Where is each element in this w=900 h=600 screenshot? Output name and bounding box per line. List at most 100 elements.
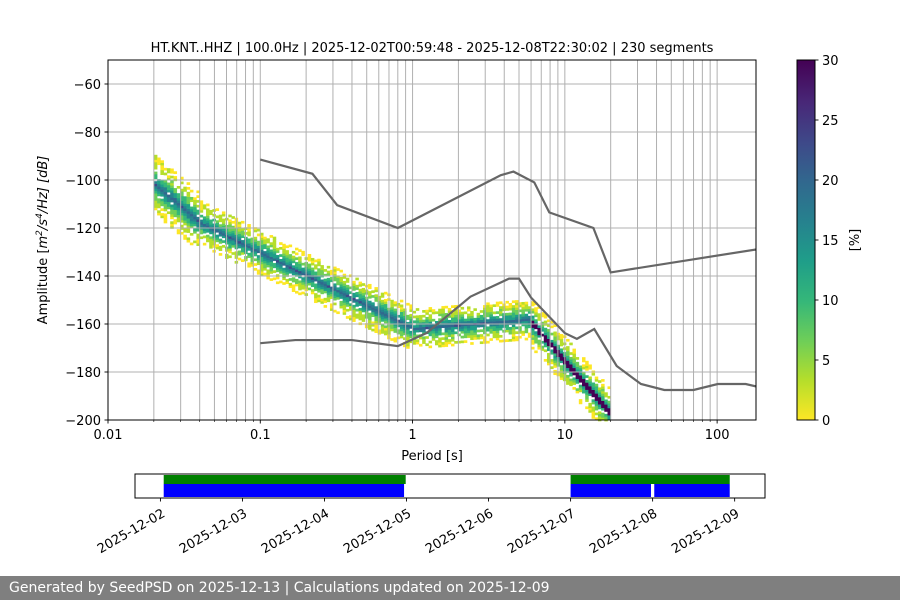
heatmap-cell — [521, 313, 525, 317]
heatmap-cell — [566, 355, 570, 359]
heatmap-cell — [266, 271, 270, 275]
heatmap-cell — [358, 310, 363, 314]
heatmap-cell — [166, 206, 171, 210]
heatmap-cell — [275, 255, 280, 258]
heatmap-cell — [393, 313, 397, 317]
heatmap-cell — [218, 217, 223, 220]
heatmap-cell — [206, 217, 210, 221]
heatmap-cell — [228, 224, 232, 227]
heatmap-cell — [163, 191, 168, 195]
heatmap-cell — [247, 262, 251, 266]
heatmap-cell — [588, 393, 592, 396]
heatmap-cell — [499, 334, 503, 338]
heatmap-cell — [409, 326, 413, 329]
heatmap-cell — [349, 303, 353, 306]
heatmap-cell — [173, 204, 178, 208]
heatmap-cell — [588, 402, 592, 406]
heatmap-cell — [186, 187, 191, 190]
heatmap-cell — [451, 319, 455, 323]
heatmap-cell — [193, 218, 197, 222]
heatmap-cell — [457, 314, 461, 318]
timeline-blue-span — [163, 484, 405, 497]
heatmap-cell — [180, 205, 184, 209]
heatmap-cell — [377, 331, 382, 335]
x-axis-label: Period [s] — [401, 449, 463, 464]
heatmap-cell — [505, 320, 509, 323]
heatmap-cell — [326, 287, 331, 291]
heatmap-cell — [438, 325, 442, 329]
heatmap-cell — [597, 397, 602, 400]
heatmap-cell — [206, 215, 210, 219]
heatmap-cell — [575, 361, 580, 365]
heatmap-cell — [231, 232, 235, 236]
heatmap-cell — [569, 383, 573, 387]
heatmap-cell — [196, 224, 200, 227]
heatmap-cell — [221, 218, 226, 222]
heatmap-cell — [518, 326, 522, 329]
heatmap-cell — [418, 327, 423, 330]
heatmap-cell — [240, 228, 245, 231]
heatmap-cell — [534, 326, 538, 330]
heatmap-cell — [505, 327, 509, 330]
heatmap-cell — [380, 311, 385, 315]
heatmap-cell — [594, 390, 599, 394]
heatmap-cell — [160, 162, 164, 166]
heatmap-cell — [441, 337, 445, 340]
heatmap-cell — [594, 376, 599, 380]
heatmap-cell — [295, 278, 299, 282]
heatmap-cell — [515, 312, 519, 315]
heatmap-cell — [412, 332, 417, 336]
heatmap-cell — [422, 314, 426, 318]
heatmap-cell — [540, 340, 545, 344]
heatmap-cell — [537, 330, 541, 333]
heatmap-cell — [451, 338, 455, 342]
heatmap-cell — [250, 240, 254, 243]
heatmap-cell — [447, 324, 452, 328]
heatmap-cell — [447, 341, 452, 345]
heatmap-cell — [473, 337, 477, 340]
heatmap-cell — [339, 279, 343, 283]
heatmap-cell — [275, 269, 280, 273]
heatmap-cell — [282, 270, 286, 273]
heatmap-cell — [333, 309, 337, 313]
heatmap-cell — [534, 307, 538, 310]
heatmap-cell — [355, 294, 359, 298]
heatmap-cell — [215, 244, 220, 247]
heatmap-cell — [183, 229, 187, 233]
heatmap-cell — [317, 275, 321, 279]
heatmap-cell — [336, 294, 340, 298]
heatmap-cell — [470, 313, 474, 317]
heatmap-cell — [553, 355, 557, 359]
heatmap-cell — [291, 270, 296, 273]
heatmap-cell — [575, 390, 580, 394]
heatmap-cell — [193, 209, 197, 213]
heatmap-cell — [196, 200, 200, 203]
colorbar-tick-label: 10 — [822, 294, 839, 309]
heatmap-cell — [521, 304, 525, 308]
heatmap-cell — [355, 313, 359, 317]
heatmap-cell — [317, 287, 321, 291]
heatmap-cell — [260, 242, 264, 246]
heatmap-cell — [183, 203, 187, 207]
heatmap-cell — [492, 304, 497, 308]
heatmap-cell — [317, 268, 321, 272]
heatmap-cell — [470, 332, 474, 336]
heatmap-cell — [231, 230, 235, 234]
heatmap-cell — [546, 324, 551, 327]
heatmap-cell — [339, 293, 343, 297]
heatmap-cell — [256, 255, 261, 258]
heatmap-cell — [473, 320, 477, 323]
heatmap-cell — [218, 241, 223, 244]
heatmap-cell — [524, 328, 529, 331]
heatmap-cell — [345, 287, 350, 290]
heatmap-cell — [345, 304, 350, 307]
heatmap-cell — [368, 295, 372, 299]
heatmap-cell — [173, 214, 178, 218]
heatmap-cell — [454, 309, 458, 313]
heatmap-cell — [215, 215, 220, 219]
heatmap-cell — [403, 320, 407, 324]
heatmap-cell — [383, 291, 388, 295]
heatmap-cell — [368, 286, 372, 290]
heatmap-cell — [269, 251, 274, 255]
heatmap-cell — [521, 301, 525, 305]
